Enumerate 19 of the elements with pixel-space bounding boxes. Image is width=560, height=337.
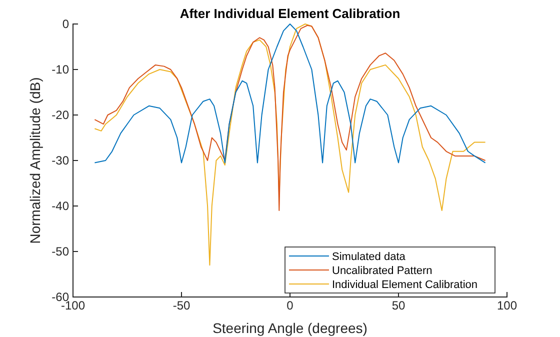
x-tick-label: 0 xyxy=(286,298,294,313)
y-tick-label: -50 xyxy=(52,244,70,258)
chart-title: After Individual Element Calibration xyxy=(180,6,400,21)
y-tick-label: -30 xyxy=(52,153,70,168)
y-axis-title: Normalized Amplitude (dB) xyxy=(27,77,43,244)
y-tick-label: -20 xyxy=(52,108,70,122)
x-tick-label: 50 xyxy=(392,298,406,313)
y-tick-label: -10 xyxy=(52,62,70,76)
line-series xyxy=(94,24,486,266)
line-series xyxy=(94,24,486,164)
legend-label: Individual Element Calibration xyxy=(332,279,478,291)
line-series xyxy=(94,24,486,212)
y-tick-label: -40 xyxy=(52,198,70,213)
y-tick-label: 0 xyxy=(62,16,70,31)
x-tick-label: -50 xyxy=(172,298,190,313)
legend-label: Uncalibrated Pattern xyxy=(332,265,432,277)
x-tick-label: 100 xyxy=(496,298,518,313)
x-axis-title: Steering Angle (degrees) xyxy=(212,320,368,336)
legend-label: Simulated data xyxy=(332,251,406,263)
